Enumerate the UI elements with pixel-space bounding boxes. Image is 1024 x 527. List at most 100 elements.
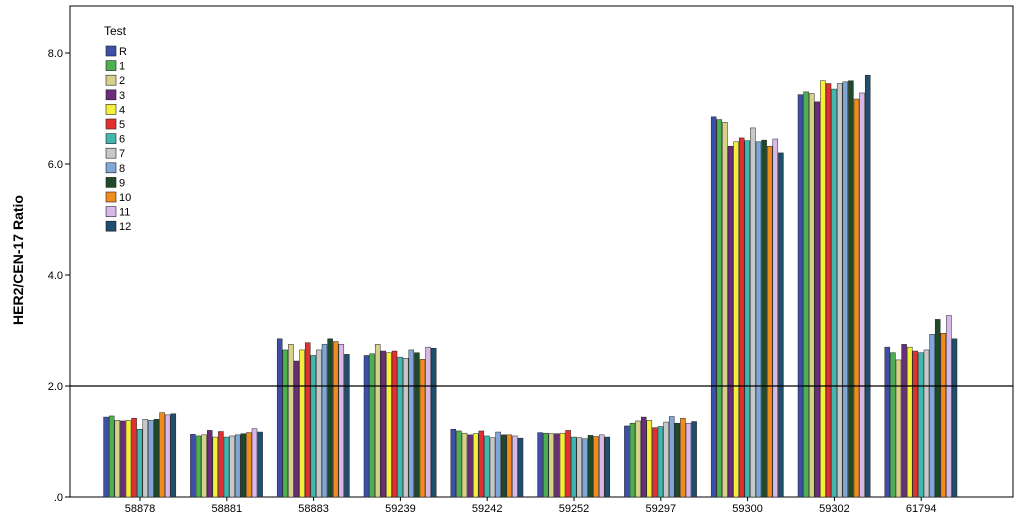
- bar-59297-9: [674, 422, 681, 498]
- bar-59242-5: [478, 430, 485, 498]
- bar-59302-8: [842, 81, 849, 498]
- bar-59302-5: [825, 83, 832, 498]
- legend-swatch: [105, 191, 117, 203]
- bar-59302-4: [820, 80, 826, 498]
- bar-58881-4: [212, 436, 219, 498]
- bar-59300-3: [727, 145, 734, 498]
- legend-swatch: [105, 118, 117, 130]
- bar-59252-10: [593, 436, 599, 498]
- y-tick-label: .0: [54, 492, 63, 504]
- legend-swatch: [105, 60, 117, 71]
- legend-swatch: [105, 147, 117, 159]
- bar-58878-9: [153, 419, 160, 498]
- bar-59242-1: [456, 430, 462, 498]
- bar-61794-1: [890, 352, 896, 498]
- y-tick-label: 6.0: [48, 159, 63, 171]
- legend-swatch: [105, 104, 117, 115]
- bar-59300-4: [733, 141, 739, 498]
- bar-59242-7: [489, 437, 496, 498]
- bar-58883-9: [327, 338, 333, 498]
- legend-swatch: [105, 74, 117, 86]
- bar-59300-11: [772, 138, 779, 498]
- bar-59242-R: [450, 429, 457, 498]
- bar-59297-10: [680, 417, 686, 498]
- y-tick-label: 8.0: [48, 48, 63, 60]
- bar-59297-11: [685, 422, 692, 498]
- bar-59300-12: [778, 152, 784, 498]
- bar-59302-2: [808, 93, 815, 498]
- x-tick-label: 59300: [732, 503, 763, 515]
- bar-58878-11: [164, 414, 171, 498]
- legend-swatch: [105, 133, 117, 144]
- legend-label: 4: [119, 104, 125, 116]
- bar-61794-8: [929, 334, 935, 498]
- bar-61794-10: [940, 333, 947, 498]
- bar-59242-8: [495, 431, 501, 498]
- bar-59302-1: [803, 91, 809, 498]
- bar-59242-9: [500, 434, 507, 498]
- bar-59252-R: [537, 432, 543, 498]
- bar-58881-2: [201, 434, 207, 498]
- bar-59242-2: [461, 432, 468, 498]
- bar-59302-12: [864, 74, 871, 498]
- legend-label: 7: [119, 148, 125, 160]
- bar-61794-9: [934, 319, 941, 498]
- bars-layer: [103, 74, 958, 498]
- bar-59252-1: [542, 432, 549, 498]
- bar-58881-7: [229, 435, 235, 498]
- bar-59297-3: [640, 416, 647, 498]
- bar-58883-5: [304, 342, 311, 498]
- legend-label: R: [119, 46, 127, 58]
- bar-59300-7: [750, 127, 756, 498]
- bar-59300-6: [744, 140, 751, 498]
- bar-58881-8: [234, 434, 241, 498]
- bar-59242-6: [484, 435, 490, 498]
- bar-61794-7: [923, 349, 930, 498]
- y-tick-label: 4.0: [48, 270, 63, 282]
- bar-58883-12: [344, 354, 350, 498]
- bar-59300-1: [716, 119, 723, 498]
- y-tick-label: 2.0: [48, 381, 63, 393]
- legend-label: 1: [119, 61, 125, 73]
- bar-58878-4: [125, 420, 132, 498]
- bar-59239-12: [430, 348, 437, 498]
- bar-58883-11: [338, 344, 345, 498]
- bar-59242-10: [506, 434, 513, 498]
- bar-59239-R: [363, 355, 370, 498]
- bar-61794-11: [946, 315, 952, 498]
- bar-59242-4: [472, 433, 479, 498]
- legend-swatch: [105, 206, 117, 217]
- x-tick-label: 59239: [385, 503, 416, 515]
- x-tick-label: 59242: [472, 503, 503, 515]
- bar-59239-6: [397, 356, 403, 498]
- bar-58883-8: [321, 344, 328, 498]
- bar-58881-10: [246, 432, 252, 498]
- bar-58881-6: [223, 436, 230, 498]
- bar-59302-R: [797, 94, 804, 498]
- bar-59242-3: [467, 434, 473, 498]
- bar-58881-5: [218, 431, 224, 498]
- bar-59300-10: [766, 145, 773, 498]
- bar-59297-2: [635, 420, 641, 498]
- bar-58883-7: [316, 349, 322, 498]
- bar-58878-8: [148, 420, 154, 498]
- bar-58878-6: [136, 429, 143, 498]
- x-tick-label: 58878: [125, 503, 156, 515]
- legend-swatch: [105, 220, 117, 232]
- bar-58881-1: [195, 435, 202, 498]
- legend-label: 5: [119, 119, 125, 131]
- bar-58881-R: [190, 434, 196, 498]
- legend-label: 6: [119, 134, 125, 146]
- axes-layer: .0 2.0 4.0 6.0 8.0 58878 58881 58883 59239 59242 5…: [48, 48, 937, 515]
- bar-59297-4: [646, 420, 653, 498]
- legend-label: 11: [119, 207, 130, 219]
- bar-59239-4: [386, 352, 392, 498]
- bar-61794-12: [951, 338, 958, 498]
- bar-59300-8: [755, 141, 762, 498]
- bar-61794-5: [912, 350, 919, 498]
- y-axis-label: HER2/CEN-17 Ratio: [10, 195, 26, 325]
- bar-58883-10: [332, 341, 339, 498]
- legend-swatch: [105, 89, 117, 101]
